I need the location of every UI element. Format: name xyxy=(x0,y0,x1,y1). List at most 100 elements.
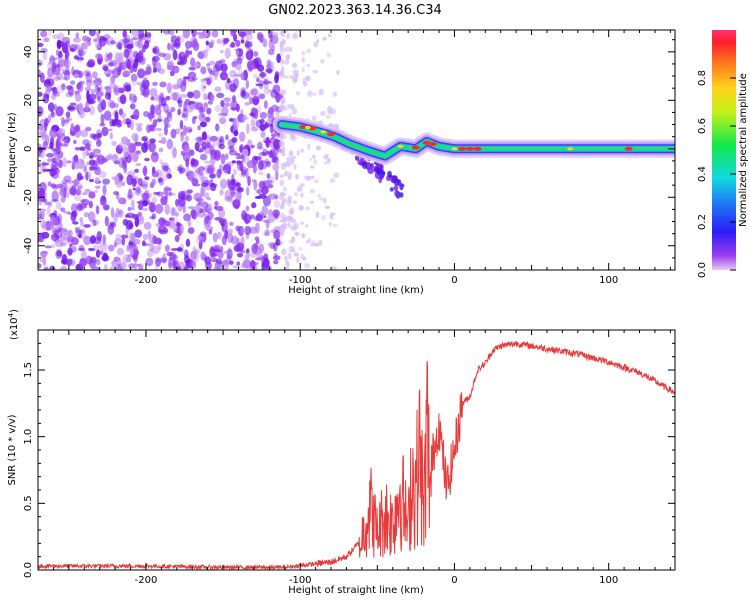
noise-blob xyxy=(187,78,196,82)
noise-blob xyxy=(121,136,129,145)
noise-blob xyxy=(118,38,125,48)
noise-blob xyxy=(215,123,220,132)
noise-blob xyxy=(38,188,46,198)
noise-blob xyxy=(228,179,236,191)
noise-blob xyxy=(142,200,148,207)
noise-blob xyxy=(73,139,77,145)
faint-noise-blob xyxy=(285,46,289,51)
faint-noise-blob xyxy=(289,207,295,214)
noise-blob xyxy=(45,84,52,95)
noise-blob xyxy=(258,171,264,176)
noise-blob xyxy=(70,122,74,131)
noise-blob xyxy=(145,257,154,267)
noise-blob xyxy=(38,143,42,147)
noise-blob xyxy=(123,146,129,158)
noise-blob xyxy=(200,66,207,75)
noise-blob xyxy=(145,124,152,133)
streak-blob xyxy=(394,189,399,197)
x-tick-label: 100 xyxy=(599,575,618,586)
noise-blob xyxy=(256,78,260,83)
noise-blob xyxy=(91,219,100,226)
noise-blob xyxy=(257,104,262,115)
noise-blob xyxy=(111,140,117,147)
noise-blob xyxy=(40,30,48,38)
noise-blob xyxy=(95,139,102,147)
noise-blob xyxy=(38,70,42,74)
noise-blob xyxy=(273,139,281,150)
noise-blob xyxy=(219,71,228,81)
noise-blob xyxy=(119,94,127,105)
noise-blob xyxy=(71,246,77,253)
faint-noise-blob xyxy=(319,197,324,201)
noise-blob xyxy=(157,132,163,137)
noise-blob xyxy=(38,210,46,219)
faint-noise-blob xyxy=(292,200,298,204)
noise-blob xyxy=(262,257,270,268)
noise-blob xyxy=(97,93,102,104)
noise-blob xyxy=(273,242,278,252)
warm-spot xyxy=(397,144,404,148)
noise-blob xyxy=(236,261,240,266)
spectrogram-frame xyxy=(37,29,676,271)
colorbar-gradient xyxy=(712,30,736,270)
noise-blob xyxy=(124,87,132,92)
noise-blob xyxy=(92,71,98,79)
noise-blob xyxy=(105,73,111,78)
noise-blob xyxy=(51,229,60,235)
noise-blob xyxy=(223,250,232,255)
noise-blob xyxy=(203,49,208,59)
noise-blob xyxy=(258,181,266,191)
noise-blob xyxy=(122,70,131,78)
noise-blob xyxy=(195,168,201,174)
noise-blob xyxy=(71,184,77,196)
noise-blob xyxy=(205,225,214,232)
noise-blob xyxy=(43,198,48,203)
noise-blob xyxy=(121,237,126,246)
noise-blob xyxy=(42,140,48,150)
noise-blob xyxy=(187,219,192,227)
noise-blob xyxy=(232,199,241,209)
noise-blob xyxy=(104,92,111,100)
noise-blob xyxy=(164,244,170,252)
noise-blob xyxy=(256,188,263,194)
faint-noise-blob xyxy=(326,52,331,58)
noise-blob xyxy=(244,225,252,235)
noise-blob xyxy=(245,248,250,254)
noise-blob xyxy=(152,119,158,128)
x-tick-label: 0 xyxy=(451,575,457,586)
noise-blob xyxy=(38,213,43,218)
faint-noise-blob xyxy=(280,89,285,96)
noise-blob xyxy=(241,116,249,121)
faint-noise-blob xyxy=(315,211,320,219)
noise-blob xyxy=(113,212,118,224)
noise-blob xyxy=(188,50,193,56)
faint-noise-blob xyxy=(328,221,332,227)
noise-blob xyxy=(240,169,247,177)
noise-blob xyxy=(67,105,76,111)
noise-blob xyxy=(142,165,148,177)
noise-blob xyxy=(93,236,102,245)
noise-blob xyxy=(142,70,151,74)
noise-blob xyxy=(68,229,73,237)
faint-noise-blob xyxy=(286,200,292,208)
noise-blob xyxy=(185,41,193,49)
noise-blob xyxy=(200,182,209,188)
noise-blob xyxy=(182,125,187,136)
noise-blob xyxy=(258,93,266,100)
noise-blob xyxy=(85,255,93,265)
noise-blob xyxy=(237,225,244,237)
noise-blob xyxy=(204,116,211,122)
noise-blob xyxy=(83,224,91,228)
streak-blob xyxy=(367,167,375,174)
noise-blob xyxy=(260,131,266,139)
noise-blob xyxy=(150,151,159,163)
noise-blob xyxy=(209,135,218,142)
noise-blob xyxy=(61,132,66,142)
snr-y-axis-title: SNR (10 * v/v) xyxy=(7,414,18,485)
noise-blob xyxy=(52,34,60,40)
faint-noise-blob xyxy=(310,175,315,179)
noise-blob xyxy=(178,167,186,174)
warm-spot xyxy=(567,147,574,151)
noise-blob xyxy=(191,77,198,81)
colorbar-tick-label: 0.6 xyxy=(697,118,708,134)
